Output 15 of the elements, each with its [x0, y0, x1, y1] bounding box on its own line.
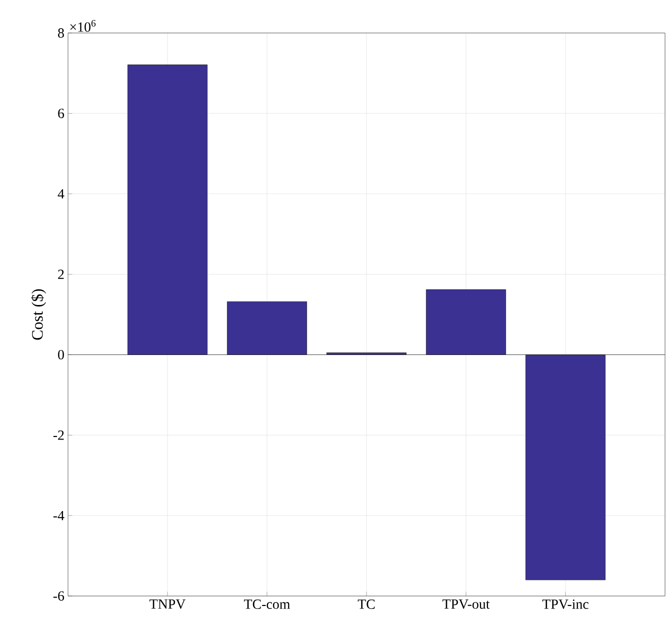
x-tick-label: TPV-out — [442, 600, 490, 609]
y-tick-label: 0 — [58, 350, 64, 360]
y-tick-label: 8 — [58, 28, 64, 38]
x-tick-label: TPV-inc — [542, 600, 588, 609]
x-tick-label: TC — [358, 600, 375, 609]
y-tick-label: 6 — [58, 108, 64, 118]
y-tick-label: -4 — [53, 510, 64, 520]
x-tick-label: TC-com — [244, 600, 290, 609]
y-tick-label: 4 — [58, 189, 64, 198]
y-axis-title: Cost ($) — [31, 289, 46, 340]
y-tick-label: -2 — [53, 430, 64, 440]
x-tick-label: TNPV — [150, 600, 186, 609]
text: ×10$^{6}$ — [70, 20, 96, 32]
y-tick-label: 2 — [58, 270, 64, 279]
y-tick-label: -6 — [53, 591, 64, 601]
